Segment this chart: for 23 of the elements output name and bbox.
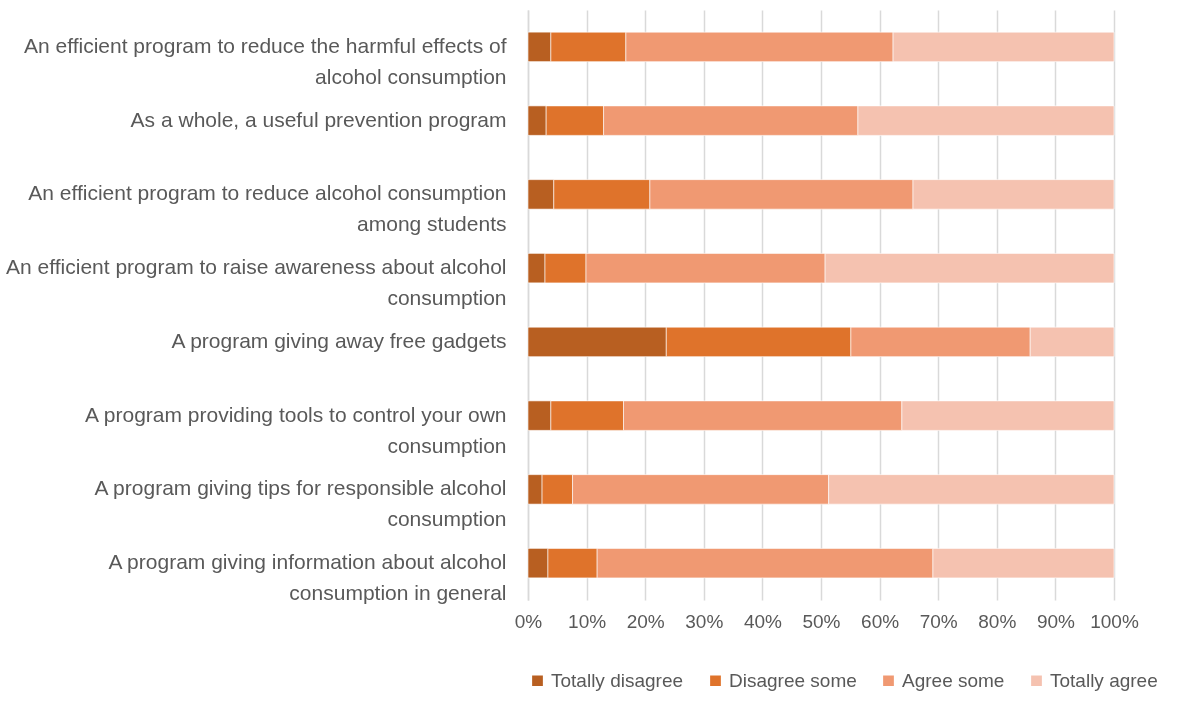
y-tick-label: A program giving tips for responsible alcohol consumption <box>94 476 507 531</box>
x-tick-label: 50% <box>802 610 841 632</box>
y-tick-label: A program giving information about alcohol consumption in general <box>108 550 507 605</box>
legend-label: Disagree some <box>729 669 857 691</box>
legend-label: Totally disagree <box>551 669 684 691</box>
x-tick-label: 0% <box>514 610 543 632</box>
y-tick-label: An efficient program to raise awareness about alcohol consumption <box>6 255 507 310</box>
x-tick-label: 100% <box>1090 610 1139 632</box>
x-tick-label: 30% <box>685 610 724 632</box>
legend-label: Agree some <box>902 669 1005 691</box>
x-tick-label: 40% <box>743 610 783 632</box>
y-tick-label: An efficient program to reduce the harmful effects of alcohol consumption <box>24 33 507 88</box>
y-tick-label: A program giving away free gadgets <box>171 328 507 352</box>
y-tick-label: As a whole, a useful prevention program <box>130 107 507 131</box>
x-tick-label: 90% <box>1036 610 1076 632</box>
y-tick-label: An efficient program to reduce alcohol consumption among students <box>28 181 507 236</box>
y-tick-label: A program providing tools to control your own consumption <box>85 402 507 457</box>
x-tick-label: 60% <box>861 610 900 632</box>
legend-label: Totally agree <box>1050 669 1158 691</box>
x-tick-label: 80% <box>978 610 1017 632</box>
x-tick-label: 70% <box>919 610 958 632</box>
x-tick-label: 20% <box>626 610 665 632</box>
x-tick-label: 10% <box>568 610 607 632</box>
